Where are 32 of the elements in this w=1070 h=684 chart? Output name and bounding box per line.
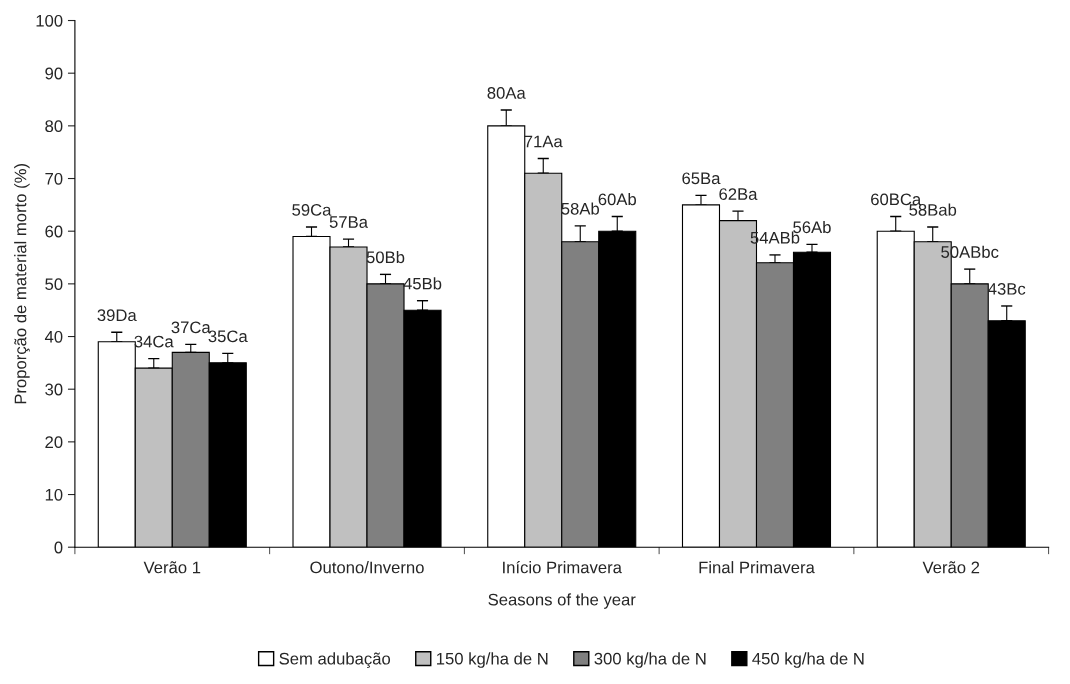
y-tick-label: 40: [44, 330, 63, 343]
y-tick-label: 80: [45, 120, 63, 133]
data-label: 62Ba: [719, 188, 758, 200]
y-tick-label: 30: [45, 383, 63, 396]
data-label: 60Ab: [598, 193, 637, 206]
legend-label: 300 kg/ha de N: [594, 652, 706, 668]
y-tick-label: 70: [45, 172, 63, 185]
x-tick-label: Início Primavera: [503, 560, 622, 574]
y-tick-label: 0: [54, 541, 63, 554]
data-label: 59Ca: [292, 203, 332, 216]
y-tick-label: 60: [45, 225, 63, 238]
x-tick-label: Verão 2: [922, 561, 980, 574]
data-label: 65Ba: [682, 172, 721, 185]
legend-label: 450 kg/ha de N: [752, 652, 864, 668]
data-label: 34Ca: [134, 335, 174, 348]
data-label: 39Da: [97, 309, 137, 322]
data-label: 57Ba: [329, 216, 368, 228]
data-label: 80Aa: [487, 87, 526, 99]
x-tick-label: Outono/Inverno: [310, 561, 424, 574]
legend-label: 150 kg/ha de N: [437, 652, 548, 668]
y-tick-label: 100: [36, 14, 63, 27]
x-tick-label: Verão 1: [143, 561, 201, 574]
data-label: 45Bb: [403, 277, 442, 290]
y-axis-title: Proporção de material morto (%): [14, 164, 30, 404]
y-tick-label: 10: [45, 488, 63, 501]
y-tick-label: 50: [45, 278, 63, 291]
x-tick-label: Final Primavera: [699, 561, 815, 574]
legend-label: Sem adubação: [279, 652, 391, 668]
y-tick-label: 90: [45, 67, 63, 80]
y-tick-label: 20: [45, 436, 63, 449]
x-axis-title: Seasons of the year: [488, 593, 636, 609]
data-label: 58Ab: [561, 202, 600, 215]
